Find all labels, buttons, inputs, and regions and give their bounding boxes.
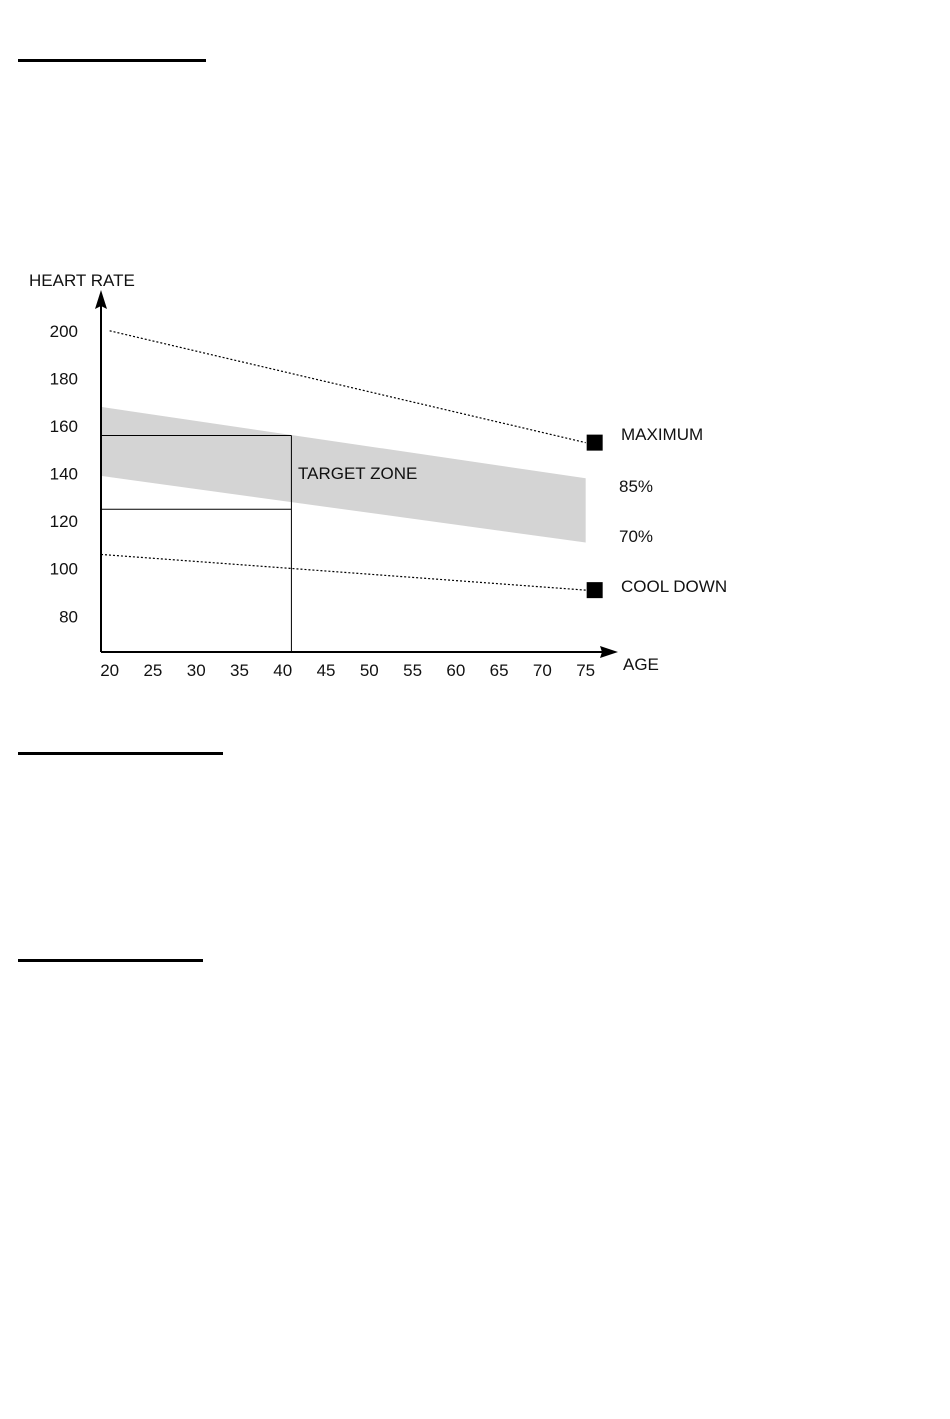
y-tick-label: 120 [50, 512, 78, 531]
y-tick-label: 160 [50, 417, 78, 436]
x-tick-label: 30 [187, 661, 206, 680]
x-tick-label: 25 [143, 661, 162, 680]
y-axis-title: HEART RATE [29, 271, 135, 290]
target-zone-band [101, 406, 586, 543]
legend-label-cool-down: COOL DOWN [621, 577, 727, 596]
x-tick-label: 55 [403, 661, 422, 680]
legend-label-maximum: MAXIMUM [621, 425, 703, 444]
section-rule-top [18, 59, 206, 62]
x-tick-label: 65 [490, 661, 509, 680]
y-axis-arrow [95, 290, 107, 309]
x-tick-label: 35 [230, 661, 249, 680]
tick-labels-layer: 20 25 30 35 40 45 50 55 60 65 70 75 80 100 120 140 160 18… [50, 322, 596, 680]
x-tick-label: 45 [317, 661, 336, 680]
example-reference-lines [101, 434, 292, 652]
cool-down-marker [586, 582, 603, 599]
y-tick-label: 100 [50, 560, 78, 579]
target-zone-band-layer [101, 406, 586, 543]
y-tick-label: 80 [59, 607, 78, 626]
x-axis-title: AGE [623, 655, 659, 674]
legend-label-85: 85% [619, 477, 653, 496]
maximum-line [109, 330, 586, 444]
labels-layer: HEART RATE AGE TARGET ZONE MAXIMUM 85% 7… [29, 271, 727, 674]
target-zone-label: TARGET ZONE [298, 464, 417, 483]
x-tick-label: 75 [576, 661, 595, 680]
x-tick-label: 50 [360, 661, 379, 680]
axes-layer [95, 290, 618, 658]
x-axis-arrow [600, 646, 618, 658]
legend-label-70: 70% [619, 527, 653, 546]
x-tick-label: 70 [533, 661, 552, 680]
x-tick-label: 40 [273, 661, 292, 680]
maximum-marker [586, 434, 603, 451]
x-tick-label: 20 [100, 661, 119, 680]
y-tick-label: 200 [50, 322, 78, 341]
y-tick-label: 140 [50, 465, 78, 484]
heart-rate-chart: 20 25 30 35 40 45 50 55 60 65 70 75 80 100 120 140 160 18… [29, 271, 727, 680]
cool-down-line [100, 553, 586, 591]
x-tick-label: 60 [446, 661, 465, 680]
section-rule-bottom [18, 959, 203, 962]
series-lines-layer [100, 330, 603, 599]
section-rule-middle [18, 752, 223, 755]
y-tick-label: 180 [50, 369, 78, 388]
